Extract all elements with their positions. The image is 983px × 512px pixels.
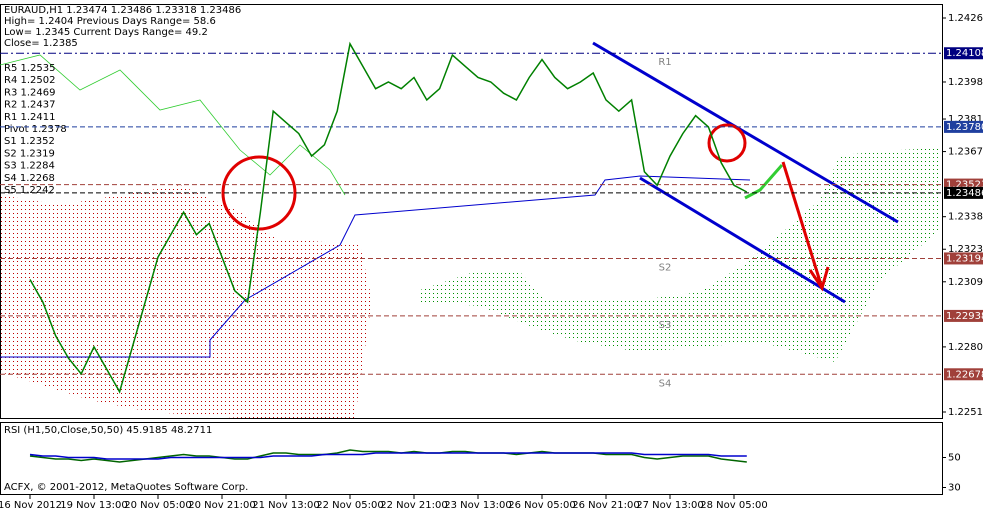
level-label-bg <box>944 120 983 133</box>
y-tick-label: 1.23090 <box>948 277 983 288</box>
level-label: 1.24108 <box>946 48 983 59</box>
level-label: 1.23780 <box>946 122 983 133</box>
y-tick-label: 1.23380 <box>948 212 983 223</box>
x-tick-label: 21 Nov 13:00 <box>252 500 319 511</box>
red-arrow <box>781 161 824 289</box>
level-label: 1.22938 <box>946 311 983 322</box>
level-label: 1.23194 <box>946 253 983 264</box>
cloud-red <box>0 185 372 418</box>
x-tick-label: 20 Nov 05:00 <box>124 500 191 511</box>
level-label: 1.23523 <box>946 180 983 191</box>
rsi-tick-label: 50 <box>948 453 961 464</box>
x-tick-label: 16 Nov 2012 <box>0 500 62 511</box>
chart-title: EURAUD,H1 1.23474 1.23486 1.23318 1.2348… <box>4 5 241 16</box>
info-line: High= 1.2404 Previous Days Range= 58.6 <box>4 16 216 27</box>
trendline-upper <box>592 41 899 224</box>
x-tick-label: 26 Nov 05:00 <box>508 500 575 511</box>
rsi-frame <box>0 422 943 495</box>
price-line <box>29 452 747 460</box>
level-label-bg <box>944 47 983 60</box>
level-label-bg <box>944 368 983 381</box>
y-tick-label: 1.23235 <box>948 244 983 255</box>
pivot-line: S1 1.2352 <box>4 136 55 147</box>
copyright: ACFX, © 2001-2012, MetaQuotes Software C… <box>4 482 248 493</box>
info-line: Close= 1.2385 <box>4 38 78 49</box>
rsi-title: RSI (H1,50,Close,50,50) 45.9185 48.2711 <box>4 425 212 436</box>
y-tick-label: 1.22510 <box>948 407 983 418</box>
pivot-line: S4 1.2268 <box>4 173 55 184</box>
price-line <box>29 41 748 394</box>
pivot-line: R4 1.2502 <box>4 75 55 86</box>
kijun-line <box>0 175 751 358</box>
green-arrow <box>744 164 784 200</box>
rsi-tick-label: 30 <box>948 483 961 494</box>
pivot-line: S2 1.2319 <box>4 148 55 159</box>
pivot-line: S3 1.2284 <box>4 161 55 172</box>
info-line: Low= 1.2345 Current Days Range= 49.2 <box>4 27 208 38</box>
cloud-green <box>420 148 940 362</box>
y-tick-label: 1.22800 <box>948 342 983 353</box>
pivot-line: S5 1.2242 <box>4 185 55 196</box>
x-tick-label: 27 Nov 13:00 <box>636 500 703 511</box>
x-tick-label: 19 Nov 13:00 <box>60 500 127 511</box>
pivot-line: R3 1.2469 <box>4 87 55 98</box>
pivot-line: R5 1.2535 <box>4 63 55 74</box>
level-label-bg <box>944 186 983 199</box>
x-tick-label: 28 Nov 05:00 <box>700 500 767 511</box>
pivot-line: Pivot 1.2378 <box>4 124 67 135</box>
pivot-line: R2 1.2437 <box>4 100 55 111</box>
level-label: 1.23486 <box>946 188 983 199</box>
main-panel: EURAUD,H1 1.23474 1.23486 1.23318 1.2348… <box>0 5 983 511</box>
y-tick-label: 1.23670 <box>948 147 983 158</box>
y-tick-label: 1.24265 <box>948 13 983 24</box>
x-tick-label: 22 Nov 21:00 <box>380 500 447 511</box>
x-tick-label: 26 Nov 21:00 <box>572 500 639 511</box>
red-arrow-head <box>808 266 830 292</box>
highlight-circle <box>707 123 747 163</box>
x-tick-label: 20 Nov 21:00 <box>188 500 255 511</box>
y-tick-label: 1.23815 <box>948 114 983 125</box>
level-name: R1 <box>658 57 671 68</box>
x-tick-label: 23 Nov 13:00 <box>444 500 511 511</box>
pivot-line: R1 1.2411 <box>4 112 55 123</box>
level-name: S3 <box>659 320 672 331</box>
level-name: S2 <box>659 262 672 273</box>
level-label: 1.22678 <box>946 369 983 380</box>
highlight-circle <box>221 155 297 231</box>
x-tick-label: 22 Nov 05:00 <box>316 500 383 511</box>
rsi-panel: RSI (H1,50,Close,50,50) 45.9185 48.2711 A… <box>4 425 961 494</box>
level-label-bg <box>944 252 983 265</box>
trendline-lower <box>639 176 846 304</box>
level-label-bg <box>944 309 983 322</box>
y-tick-label: 1.23980 <box>948 77 983 88</box>
level-name: S4 <box>659 378 672 389</box>
